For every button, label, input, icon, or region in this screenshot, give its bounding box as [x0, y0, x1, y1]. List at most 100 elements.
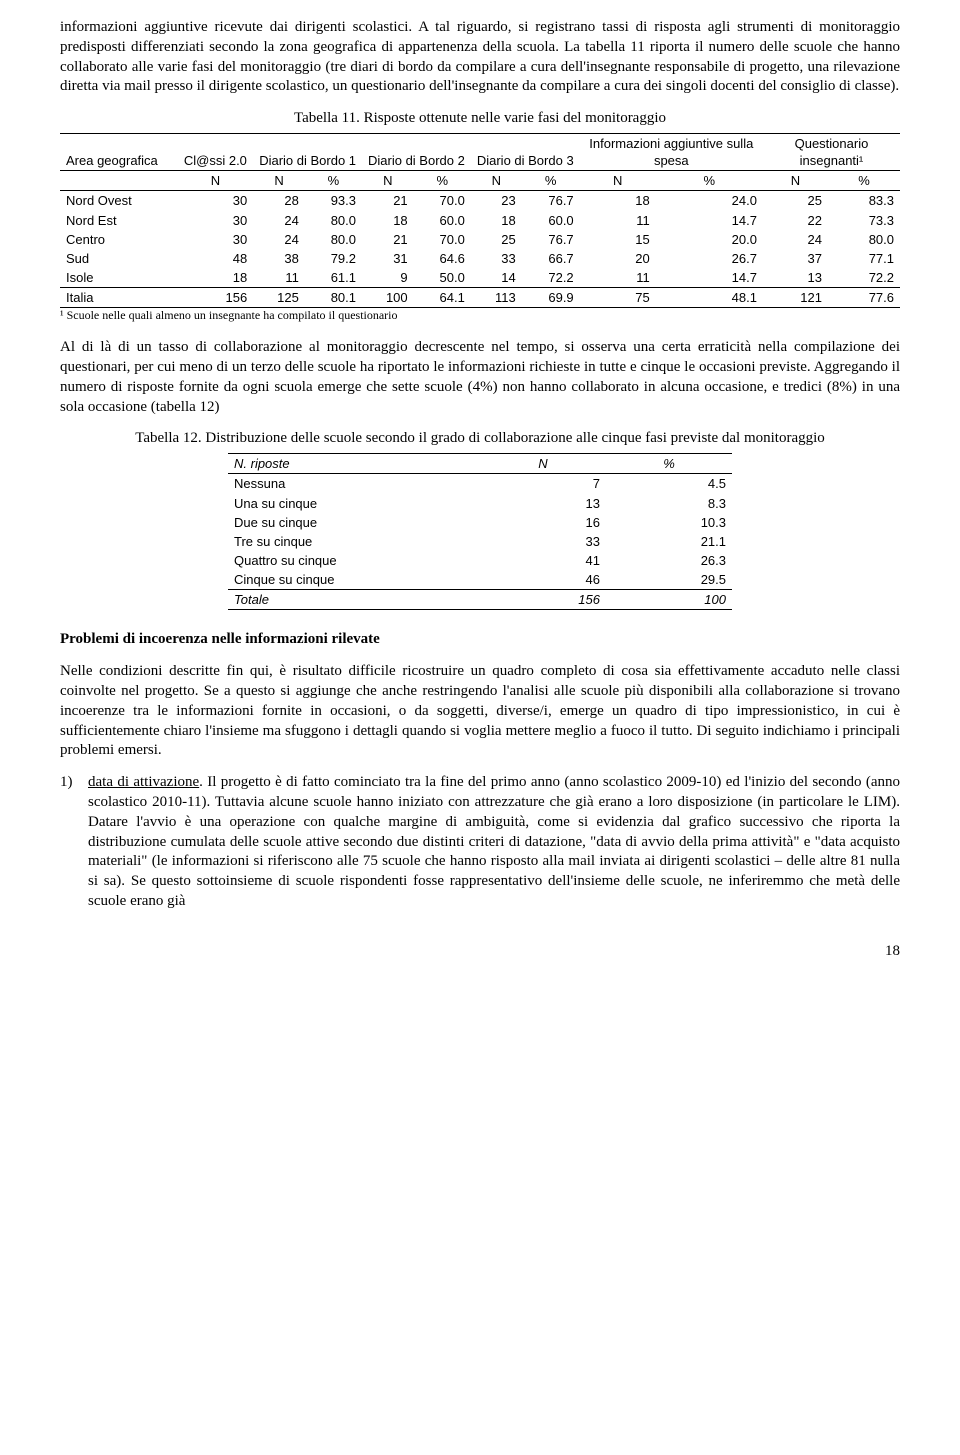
table-row: Isole181161.1950.01472.21114.71372.2: [60, 268, 900, 288]
paragraph-intro: informazioni aggiuntive ricevute dai dir…: [60, 18, 900, 97]
table-cell: 93.3: [305, 191, 362, 211]
table-cell: 14.7: [656, 211, 763, 230]
table-cell: 77.1: [828, 249, 900, 268]
table-cell: 60.0: [414, 211, 471, 230]
table-cell: 64.6: [414, 249, 471, 268]
table-cell: 18: [178, 268, 254, 288]
list-item-1: 1) data di attivazione. Il progetto è di…: [88, 773, 900, 912]
table-row: Nord Est302480.01860.01860.01114.72273.3: [60, 211, 900, 230]
table-cell: 24: [253, 211, 305, 230]
t11-sub-9: N: [763, 171, 828, 191]
table-cell: 21.1: [606, 532, 732, 551]
table-row: Nessuna74.5: [228, 474, 732, 494]
list-item-1-title: data di attivazione: [88, 774, 199, 790]
table-cell: 7: [480, 474, 606, 494]
table-cell: 15: [580, 230, 656, 249]
table12-caption: Tabella 12. Distribuzione delle scuole s…: [60, 429, 900, 449]
table-cell: 30: [178, 191, 254, 211]
table-cell: 79.2: [305, 249, 362, 268]
table-cell: 69.9: [522, 288, 580, 308]
table11-caption: Tabella 11. Risposte ottenute nelle vari…: [60, 109, 900, 129]
table-row: Cinque su cinque4629.5: [228, 570, 732, 590]
table-cell: 76.7: [522, 191, 580, 211]
table-cell: Totale: [228, 590, 480, 610]
table-cell: 41: [480, 551, 606, 570]
table-cell: 11: [580, 268, 656, 288]
table-row: Nord Ovest302893.32170.02376.71824.02583…: [60, 191, 900, 211]
table-cell: 8.3: [606, 494, 732, 513]
table-cell: 33: [480, 532, 606, 551]
table-cell: Sud: [60, 249, 178, 268]
table-cell: 25: [471, 230, 522, 249]
paragraph-2: Al di là di un tasso di collaborazione a…: [60, 338, 900, 417]
t11-sub-7: N: [580, 171, 656, 191]
t11-sub-3: N: [362, 171, 414, 191]
t11-h-classi: Cl@ssi 2.0: [178, 133, 254, 170]
table-cell: 13: [480, 494, 606, 513]
table-cell: 38: [253, 249, 305, 268]
table-cell: 21: [362, 230, 414, 249]
table-cell: 76.7: [522, 230, 580, 249]
table-cell: 72.2: [828, 268, 900, 288]
table-cell: 64.1: [414, 288, 471, 308]
table-row-total: Italia15612580.110064.111369.97548.11217…: [60, 288, 900, 308]
table-cell: 80.0: [305, 230, 362, 249]
table-cell: 48: [178, 249, 254, 268]
table-cell: 31: [362, 249, 414, 268]
table-cell: 48.1: [656, 288, 763, 308]
t12-h-0: N. riposte: [228, 454, 480, 474]
table-cell: 100: [606, 590, 732, 610]
table-cell: Due su cinque: [228, 513, 480, 532]
table-cell: Nessuna: [228, 474, 480, 494]
table-cell: 73.3: [828, 211, 900, 230]
t11-h-info: Informazioni aggiuntive sulla spesa: [580, 133, 763, 170]
table-row: Sud483879.23164.63366.72026.73777.1: [60, 249, 900, 268]
t12-h-1: N: [480, 454, 606, 474]
table-cell: Italia: [60, 288, 178, 308]
table-cell: Isole: [60, 268, 178, 288]
t11-sub-0: N: [178, 171, 254, 191]
t11-h-db1: Diario di Bordo 1: [253, 133, 362, 170]
t11-sub-10: %: [828, 171, 900, 191]
t11-h-db3: Diario di Bordo 3: [471, 133, 580, 170]
table-cell: 61.1: [305, 268, 362, 288]
table-cell: 14.7: [656, 268, 763, 288]
table-row: Tre su cinque3321.1: [228, 532, 732, 551]
table-cell: 66.7: [522, 249, 580, 268]
table-cell: 100: [362, 288, 414, 308]
table-cell: 80.0: [828, 230, 900, 249]
table-cell: 21: [362, 191, 414, 211]
t11-sub-8: %: [656, 171, 763, 191]
table-cell: Una su cinque: [228, 494, 480, 513]
table-cell: Quattro su cinque: [228, 551, 480, 570]
table-cell: 16: [480, 513, 606, 532]
table-cell: 13: [763, 268, 828, 288]
table-cell: 156: [178, 288, 254, 308]
t11-sub-2: %: [305, 171, 362, 191]
table-cell: 25: [763, 191, 828, 211]
table-cell: 4.5: [606, 474, 732, 494]
table-cell: 26.3: [606, 551, 732, 570]
table-cell: 75: [580, 288, 656, 308]
table-cell: 80.0: [305, 211, 362, 230]
table-cell: 11: [253, 268, 305, 288]
t11-sub-4: %: [414, 171, 471, 191]
table-cell: 28: [253, 191, 305, 211]
table-cell: Nord Ovest: [60, 191, 178, 211]
table-cell: 20.0: [656, 230, 763, 249]
list-item-1-number: 1): [60, 773, 73, 793]
paragraph-3: Nelle condizioni descritte fin qui, è ri…: [60, 662, 900, 761]
table-cell: 23: [471, 191, 522, 211]
table-cell: Cinque su cinque: [228, 570, 480, 590]
table-cell: 29.5: [606, 570, 732, 590]
table-cell: 50.0: [414, 268, 471, 288]
t11-sub-6: %: [522, 171, 580, 191]
table-cell: 18: [362, 211, 414, 230]
table-cell: 30: [178, 230, 254, 249]
table-cell: 70.0: [414, 191, 471, 211]
table-cell: 24.0: [656, 191, 763, 211]
table-row: Due su cinque1610.3: [228, 513, 732, 532]
table-cell: 60.0: [522, 211, 580, 230]
table-row-total: Totale156100: [228, 590, 732, 610]
table-cell: 80.1: [305, 288, 362, 308]
